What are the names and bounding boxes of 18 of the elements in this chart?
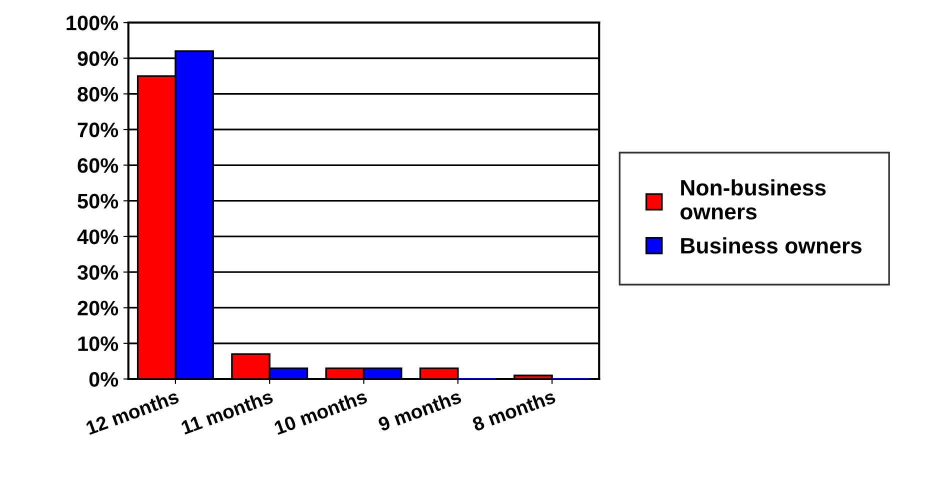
x-tick-label: 11 months [180, 389, 274, 435]
y-tick-label: 10% [78, 336, 118, 352]
y-tick-label: 40% [77, 229, 118, 244]
legend-label: Business owners [681, 237, 862, 254]
y-tick-label: 80% [78, 86, 118, 102]
y-tick-label: 20% [78, 300, 118, 316]
x-tick-label: 10 months [274, 389, 368, 435]
x-tick-label: 9 months [377, 389, 462, 432]
x-tick-label: 8 months [471, 389, 556, 432]
y-tick-label: 30% [77, 265, 118, 280]
y-tick-label: 100% [66, 16, 118, 30]
y-tick-label: 60% [78, 158, 118, 173]
y-tick-label: 90% [78, 51, 118, 66]
y-tick-label: 70% [78, 122, 118, 138]
y-tick-label: 0% [89, 372, 118, 387]
x-tick-label: 12 months [85, 389, 180, 435]
y-tick-label: 50% [78, 194, 118, 209]
legend-label: Non-business owners [680, 179, 826, 220]
